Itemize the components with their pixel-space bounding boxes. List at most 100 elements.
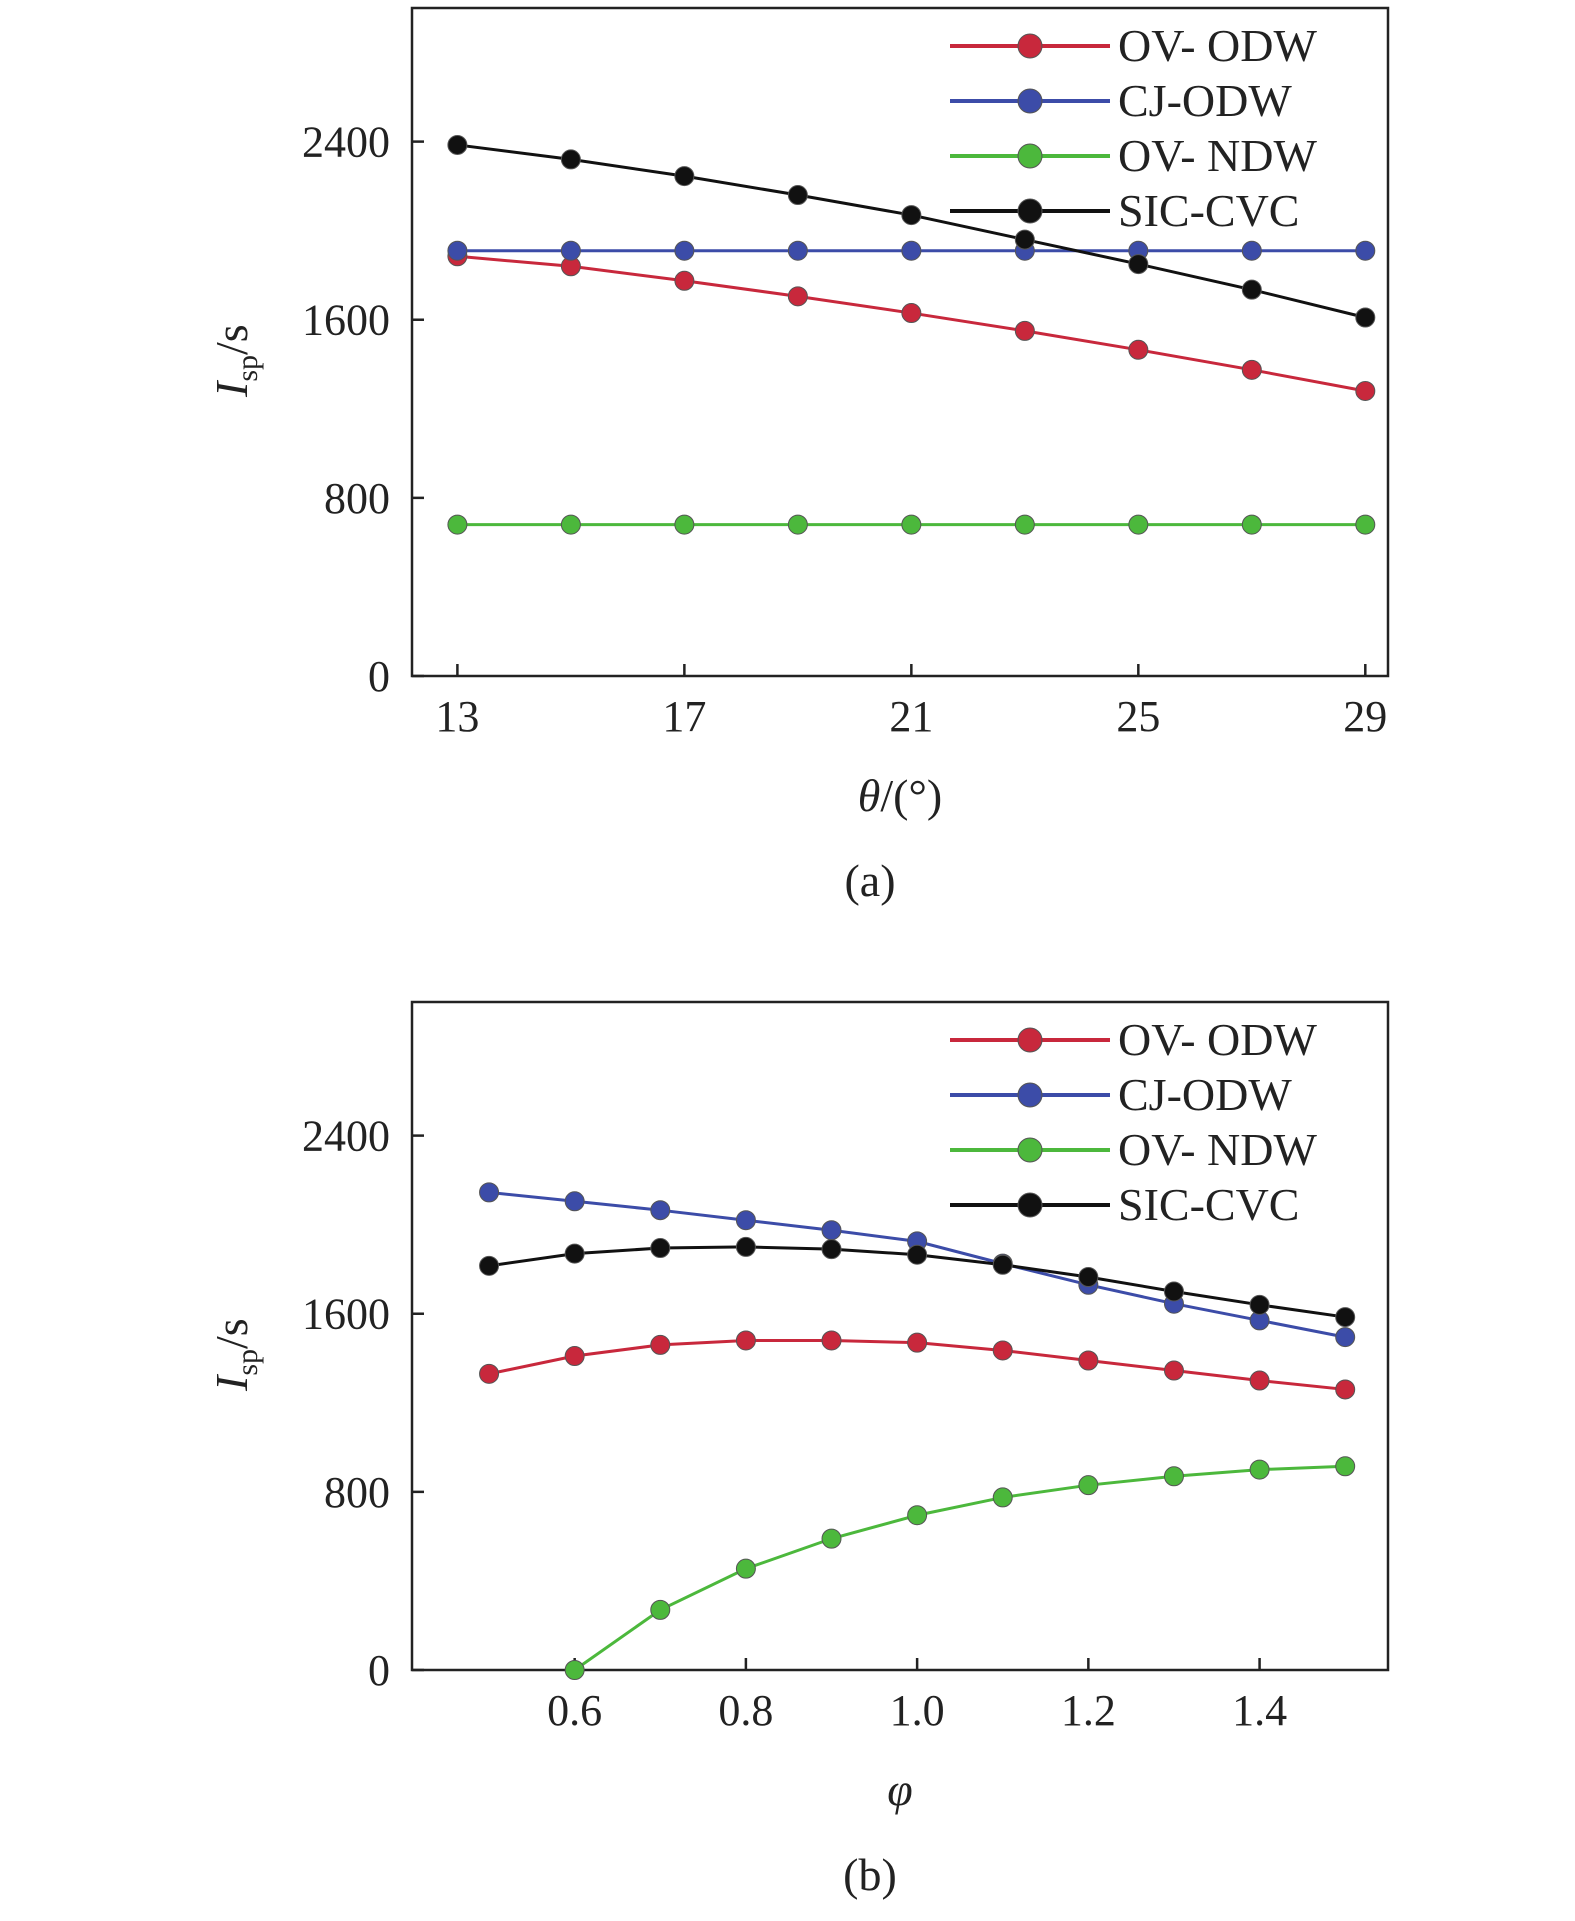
data-point <box>1335 1307 1356 1328</box>
data-point <box>1078 1475 1099 1496</box>
x-tick-label: 29 <box>1343 692 1387 741</box>
y-axis-label-subscript: sp <box>231 355 264 382</box>
data-point <box>1335 1456 1356 1477</box>
data-point <box>992 1487 1013 1508</box>
x-axis-label-unit: /(°) <box>880 770 942 821</box>
x-axis-label: φ <box>887 1764 912 1815</box>
data-point <box>1078 1350 1099 1371</box>
legend-label: OV- NDW <box>1118 1124 1317 1175</box>
data-point <box>674 514 695 535</box>
y-tick-label: 1600 <box>302 1290 390 1339</box>
data-point <box>1078 1266 1099 1287</box>
data-point <box>1241 359 1262 380</box>
data-point <box>1163 1466 1184 1487</box>
legend-marker <box>1017 33 1043 59</box>
plot-frame <box>410 6 1390 678</box>
data-point <box>901 240 922 261</box>
data-point <box>674 166 695 187</box>
data-point <box>1335 1327 1356 1348</box>
data-point <box>560 514 581 535</box>
series-line <box>457 254 1366 393</box>
legend-label: CJ-ODW <box>1118 75 1292 126</box>
data-point <box>907 1505 928 1526</box>
y-axis-label: Isp/s <box>206 324 264 398</box>
data-point <box>1249 1370 1270 1391</box>
data-point <box>1355 240 1376 261</box>
x-tick-label: 1.4 <box>1232 1686 1287 1735</box>
x-tick-label: 0.8 <box>718 1686 773 1735</box>
data-point <box>447 514 468 535</box>
legend-marker <box>1017 198 1043 224</box>
data-point <box>901 514 922 535</box>
legend-label: CJ-ODW <box>1118 1069 1292 1120</box>
x-tick-label: 13 <box>435 692 479 741</box>
data-point <box>674 240 695 261</box>
data-point <box>564 1346 585 1367</box>
legend-marker <box>1017 1027 1043 1053</box>
y-axis-label-subscript: sp <box>231 1349 264 1376</box>
panel-label: (a) <box>844 855 895 906</box>
plot-frame <box>410 1000 1390 1672</box>
data-point <box>1128 514 1149 535</box>
x-tick-label: 1.0 <box>890 1686 945 1735</box>
data-point <box>564 1243 585 1264</box>
x-axis-label: θ/(°) <box>858 770 942 821</box>
x-axis-label-symbol: θ <box>858 770 881 821</box>
data-point <box>479 1255 500 1276</box>
data-point <box>1014 514 1035 535</box>
legend-label: SIC-CVC <box>1118 185 1299 236</box>
x-tick-label: 25 <box>1116 692 1160 741</box>
data-point <box>650 1238 671 1259</box>
data-point <box>787 286 808 307</box>
data-point <box>735 1236 756 1257</box>
legend-marker <box>1017 88 1043 114</box>
legend-marker <box>1017 1137 1043 1163</box>
chart-panel-a: 0 800 1600 2400 13 17 21 25 29 Isp/s θ/(°) (a) OV- O… <box>0 0 1575 960</box>
data-point <box>821 1239 842 1260</box>
legend-label: OV- NDW <box>1118 130 1317 181</box>
data-point <box>1355 307 1376 328</box>
data-point <box>447 134 468 155</box>
data-point <box>479 1182 500 1203</box>
y-tick-label: 800 <box>324 474 390 523</box>
data-point <box>821 1528 842 1549</box>
y-axis-label: Isp/s <box>206 1318 264 1392</box>
x-tick-label: 21 <box>889 692 933 741</box>
data-point <box>735 1558 756 1579</box>
legend-marker <box>1017 143 1043 169</box>
y-tick-label: 2400 <box>302 118 390 167</box>
y-tick-label: 0 <box>368 652 390 701</box>
data-point <box>1128 254 1149 275</box>
legend-marker <box>1017 1192 1043 1218</box>
chart-panel-b: 0 800 1600 2400 0.6 0.8 1.0 1.2 1.4 Isp/s φ (b) OV- … <box>0 960 1575 1920</box>
data-point <box>821 1330 842 1351</box>
data-point <box>1014 229 1035 250</box>
data-point <box>1163 1360 1184 1381</box>
data-point <box>901 205 922 226</box>
data-point <box>735 1210 756 1231</box>
data-point <box>1249 1459 1270 1480</box>
data-point <box>1355 380 1376 401</box>
data-point <box>1355 514 1376 535</box>
legend-marker <box>1017 1082 1043 1108</box>
data-point <box>1335 1379 1356 1400</box>
data-point <box>650 1200 671 1221</box>
data-point <box>564 1660 585 1680</box>
y-tick-label: 1600 <box>302 296 390 345</box>
chart-b-svg: 0 800 1600 2400 0.6 0.8 1.0 1.2 1.4 Isp/s φ (b) OV- … <box>206 1000 1390 1900</box>
data-point <box>560 240 581 261</box>
data-point <box>992 1340 1013 1361</box>
data-point <box>447 240 468 261</box>
data-point <box>479 1363 500 1384</box>
data-point <box>564 1191 585 1212</box>
data-point <box>907 1332 928 1353</box>
legend-label: SIC-CVC <box>1118 1179 1299 1230</box>
y-tick-label: 2400 <box>302 1112 390 1161</box>
x-tick-label: 17 <box>662 692 706 741</box>
data-point <box>735 1330 756 1351</box>
x-tick-label: 0.6 <box>547 1686 602 1735</box>
chart-a-svg: 0 800 1600 2400 13 17 21 25 29 Isp/s θ/(°) (a) OV- O… <box>206 6 1390 906</box>
y-axis-label-unit: /s <box>206 1318 257 1349</box>
y-axis-label-unit: /s <box>206 324 257 355</box>
panel-label: (b) <box>843 1849 897 1900</box>
